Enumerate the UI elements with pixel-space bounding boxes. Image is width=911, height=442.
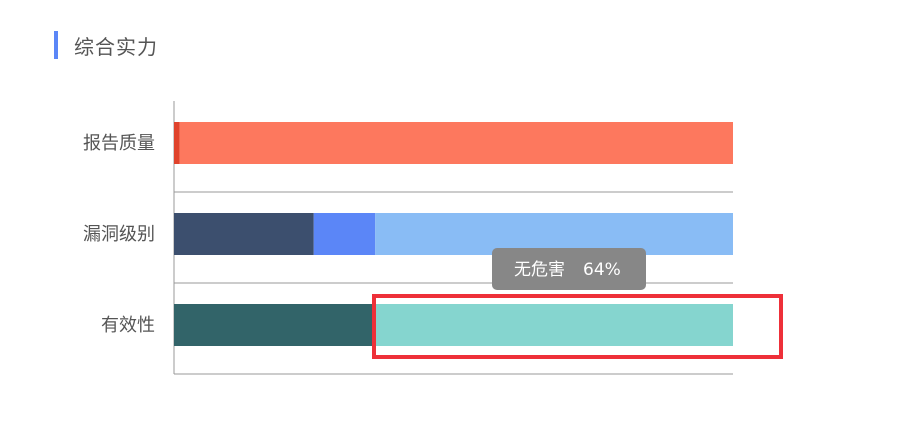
bar-segment[interactable] [179,122,734,164]
category-label: 报告质量 [83,133,155,154]
tooltip-box [492,248,646,290]
tooltip-value: 64% [583,260,621,280]
bar-segment[interactable] [174,304,376,346]
bar-segment[interactable] [174,122,180,164]
bar-segment[interactable] [375,304,733,346]
bar-segment[interactable] [174,213,314,255]
bar-segment[interactable] [313,213,376,255]
tooltip-name: 无危害 [514,260,565,280]
section-header: 综合实力 [54,31,158,59]
selection-highlight-box [372,294,783,359]
category-label: 有效性 [101,315,155,336]
category-label: 漏洞级别 [83,224,155,245]
section-title: 综合实力 [74,34,158,59]
title-accent-bar [54,31,58,59]
